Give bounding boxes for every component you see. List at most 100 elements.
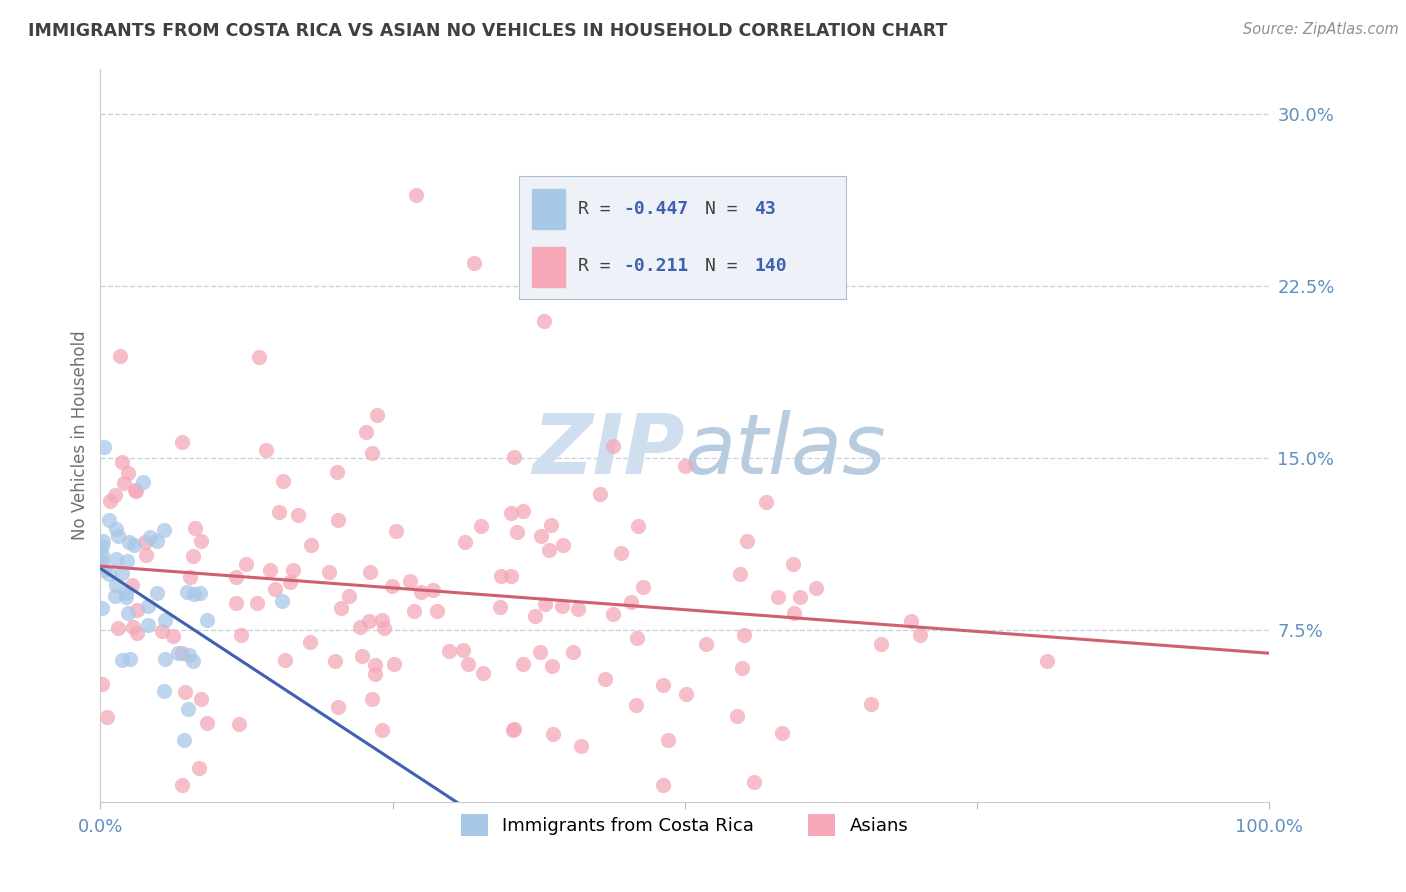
Point <box>404 603 426 617</box>
Point <box>190 534 212 549</box>
Point <box>725 709 748 723</box>
Point <box>177 701 200 715</box>
Point <box>541 658 564 673</box>
Point <box>132 475 155 489</box>
Point <box>626 518 648 533</box>
Point <box>804 581 827 595</box>
Point <box>783 606 806 620</box>
Point <box>118 535 141 549</box>
Point <box>357 614 380 628</box>
Point <box>499 506 522 520</box>
Point <box>330 601 353 615</box>
Point <box>463 256 485 270</box>
Point <box>111 653 134 667</box>
Point <box>153 613 176 627</box>
Point <box>384 524 406 538</box>
Point <box>134 534 156 549</box>
Point <box>96 710 118 724</box>
Bar <box>531 189 565 229</box>
Point <box>530 529 553 543</box>
Point <box>789 591 811 605</box>
Point <box>104 488 127 502</box>
Point <box>318 566 340 580</box>
Point <box>326 465 349 479</box>
Point <box>538 542 561 557</box>
Point <box>136 599 159 613</box>
Point <box>104 551 127 566</box>
Point <box>695 637 717 651</box>
Point <box>287 508 309 523</box>
Point <box>491 568 513 582</box>
Point <box>371 723 394 737</box>
Point <box>162 629 184 643</box>
Point <box>183 587 205 601</box>
Point <box>115 590 138 604</box>
Point <box>422 582 444 597</box>
Point <box>118 652 141 666</box>
Point <box>110 566 132 581</box>
Point <box>373 621 395 635</box>
Point <box>624 698 647 712</box>
Point <box>225 596 247 610</box>
Point <box>728 567 751 582</box>
Point <box>533 314 555 328</box>
Point <box>166 646 188 660</box>
Point <box>115 554 138 568</box>
Point <box>91 554 114 568</box>
Point <box>93 563 115 577</box>
Point <box>153 651 176 665</box>
Point <box>900 614 922 628</box>
Text: IMMIGRANTS FROM COSTA RICA VS ASIAN NO VEHICLES IN HOUSEHOLD CORRELATION CHART: IMMIGRANTS FROM COSTA RICA VS ASIAN NO V… <box>28 22 948 40</box>
Point <box>125 484 148 499</box>
Point <box>551 538 574 552</box>
Point <box>652 778 675 792</box>
Point <box>181 549 204 564</box>
Point <box>602 439 624 453</box>
Point <box>502 722 524 736</box>
Text: Source: ZipAtlas.com: Source: ZipAtlas.com <box>1243 22 1399 37</box>
Point <box>569 739 592 753</box>
Point <box>399 574 422 589</box>
Point <box>299 537 322 551</box>
Point <box>589 487 612 501</box>
Bar <box>531 247 565 287</box>
Point <box>550 599 572 613</box>
Point <box>567 602 589 616</box>
Point <box>229 628 252 642</box>
Point <box>540 517 562 532</box>
Point <box>860 697 883 711</box>
Point <box>91 677 114 691</box>
Point <box>651 678 673 692</box>
Point <box>299 635 322 649</box>
Point <box>125 625 148 640</box>
Point <box>115 585 138 599</box>
Point <box>439 643 461 657</box>
Point <box>742 774 765 789</box>
Point <box>170 778 193 792</box>
Point <box>735 533 758 548</box>
Point <box>502 723 524 738</box>
Point <box>350 648 373 663</box>
Point <box>246 596 269 610</box>
Point <box>97 566 120 581</box>
Text: R =: R = <box>578 200 621 219</box>
Text: 43: 43 <box>755 200 776 219</box>
Point <box>172 435 194 450</box>
Point <box>382 657 405 672</box>
Point <box>489 600 512 615</box>
Point <box>228 717 250 731</box>
Point <box>195 716 218 731</box>
Point <box>451 642 474 657</box>
Point <box>326 700 349 714</box>
Point <box>121 619 143 633</box>
Point <box>593 672 616 686</box>
Point <box>411 585 433 599</box>
Text: 140: 140 <box>755 257 787 275</box>
Point <box>620 595 643 609</box>
Point <box>503 450 526 464</box>
Point <box>337 589 360 603</box>
Point <box>153 523 176 537</box>
Point <box>534 597 557 611</box>
Point <box>283 563 305 577</box>
Point <box>188 586 211 600</box>
